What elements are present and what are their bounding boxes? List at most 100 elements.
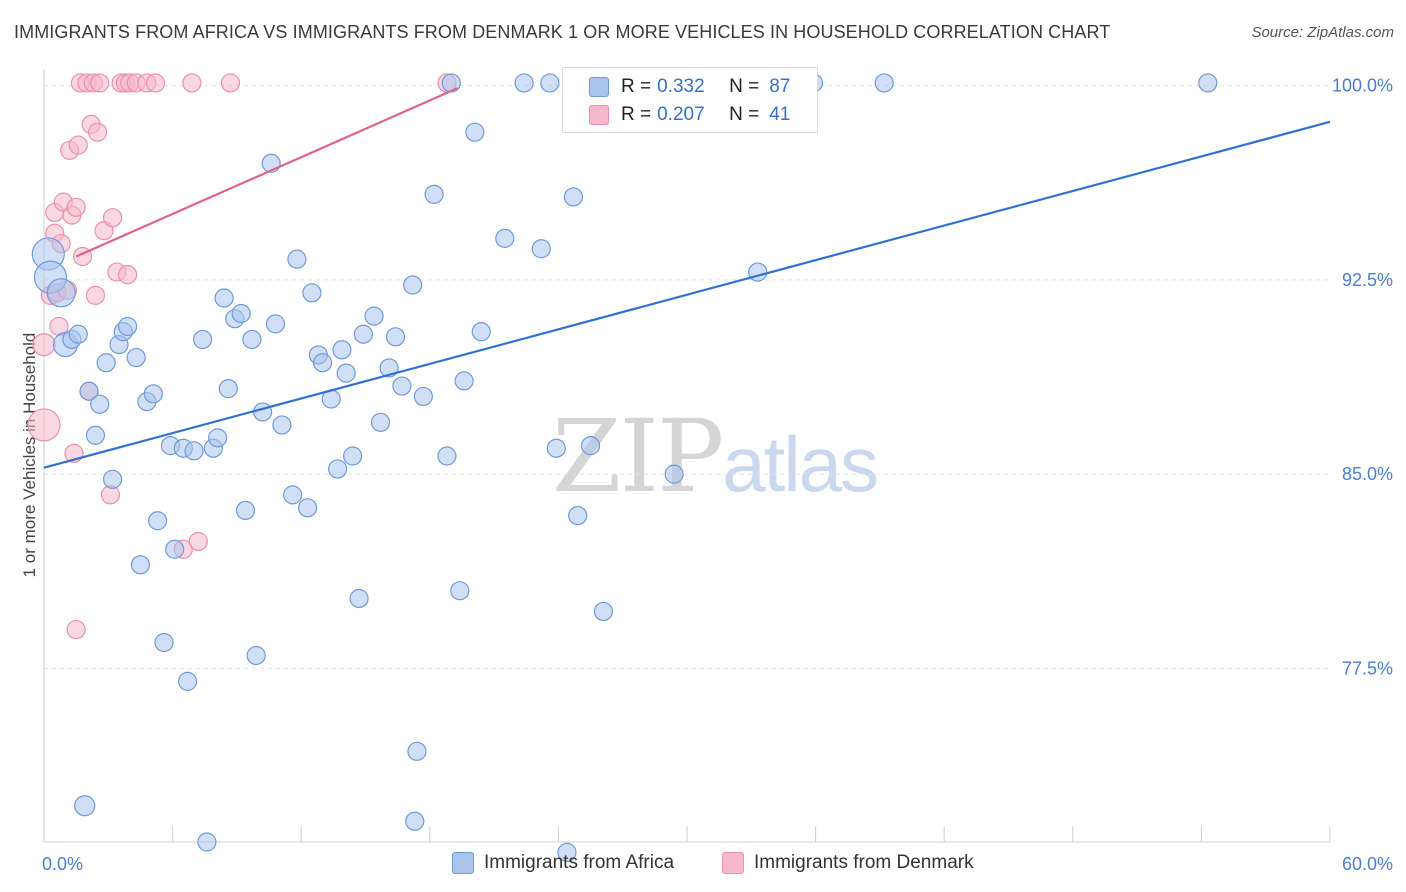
africa-point <box>68 324 88 344</box>
watermark: ZIPatlas <box>552 398 879 515</box>
denmark-point <box>145 73 166 93</box>
africa-point <box>130 555 151 575</box>
y-tick-label: 100.0% <box>1332 76 1393 96</box>
chart-title: IMMIGRANTS FROM AFRICA VS IMMIGRANTS FRO… <box>14 22 1111 42</box>
legend-row-denmark: R = 0.207 N = 41 <box>563 100 790 130</box>
tick-labels: 77.5% 85.0% 92.5% 100.0% 0.0% 60.0% <box>42 76 1393 874</box>
denmark-point <box>85 285 106 305</box>
denmark-point <box>117 265 138 285</box>
africa-point <box>165 539 185 559</box>
y-tick-label: 92.5% <box>1342 270 1393 290</box>
africa-point <box>328 459 348 479</box>
denmark-point <box>66 197 86 217</box>
africa-point <box>193 329 213 350</box>
africa-point <box>563 187 584 207</box>
denmark-point <box>87 122 108 142</box>
y-tick-label: 77.5% <box>1342 658 1393 678</box>
legend-r-value-denmark: 0.207 <box>657 104 705 125</box>
watermark-zip: ZIP <box>552 398 724 515</box>
africa-point <box>85 425 106 445</box>
africa-point <box>178 671 198 691</box>
axes <box>43 70 1331 843</box>
africa-point <box>403 275 423 295</box>
africa-point <box>580 436 601 456</box>
africa-point <box>568 505 588 526</box>
africa-point <box>343 446 363 466</box>
africa-point <box>874 73 894 93</box>
africa-point <box>74 795 96 817</box>
denmark-point <box>68 135 88 155</box>
africa-point <box>272 415 292 435</box>
africa-point <box>208 428 228 448</box>
trend-lines <box>43 87 1331 469</box>
africa-point <box>379 358 399 378</box>
africa-point <box>79 381 99 401</box>
africa-point <box>302 283 322 303</box>
africa-point <box>126 347 146 368</box>
africa-point <box>332 340 352 360</box>
legend-swatch-denmark <box>589 105 609 125</box>
denmark-points <box>27 73 457 640</box>
africa-point <box>265 314 286 334</box>
legend-n-value-denmark: 41 <box>769 104 791 125</box>
africa-point <box>46 278 76 308</box>
legend-r-value-africa: 0.332 <box>657 76 705 97</box>
denmark-point <box>182 73 202 93</box>
legend-item-africa[interactable]: Immigrants from Africa <box>452 852 674 874</box>
africa-point <box>1198 73 1218 93</box>
africa-point <box>370 412 391 432</box>
africa-point <box>557 842 577 862</box>
africa-point <box>392 376 412 396</box>
africa-point <box>514 73 534 93</box>
africa-point <box>313 353 333 373</box>
africa-point <box>90 394 110 414</box>
denmark-trend-line <box>75 87 459 258</box>
x-tick-label: 0.0% <box>42 854 83 874</box>
legend-r-label: R = <box>621 104 652 125</box>
legend-label-denmark: Immigrants from Denmark <box>754 852 974 873</box>
denmark-point <box>32 333 56 357</box>
africa-point <box>540 73 560 93</box>
legend-item-denmark[interactable]: Immigrants from Denmark <box>722 852 974 874</box>
legend-label-africa: Immigrants from Africa <box>484 852 675 873</box>
africa-point <box>242 329 262 350</box>
correlation-legend: R = 0.332 N = 87 R = 0.207 N = 41 <box>562 67 818 133</box>
africa-point <box>407 741 427 761</box>
legend-swatch-denmark <box>722 852 744 874</box>
denmark-point <box>220 73 241 93</box>
denmark-point <box>188 531 208 552</box>
africa-point <box>96 353 116 373</box>
africa-point <box>495 228 515 248</box>
legend-row-africa: R = 0.332 N = 87 <box>563 72 790 102</box>
africa-point <box>454 371 474 391</box>
africa-point <box>231 303 251 324</box>
africa-point <box>465 122 485 142</box>
africa-point <box>218 379 238 399</box>
africa-points <box>31 73 1218 862</box>
legend-swatch-africa <box>589 77 609 97</box>
africa-point <box>235 500 256 521</box>
denmark-point <box>66 619 86 640</box>
africa-point <box>197 832 217 852</box>
africa-point <box>664 464 684 484</box>
africa-point <box>531 239 551 259</box>
africa-point <box>364 306 384 326</box>
africa-point <box>424 184 444 204</box>
africa-point <box>450 581 470 601</box>
africa-point <box>405 811 425 831</box>
legend-n-label: N = <box>729 104 760 125</box>
africa-point <box>546 438 566 458</box>
africa-point <box>143 384 163 404</box>
africa-point <box>253 402 273 422</box>
africa-point <box>349 588 369 609</box>
africa-point <box>385 327 406 347</box>
africa-point <box>298 498 318 518</box>
africa-point <box>147 511 168 531</box>
watermark-atlas: atlas <box>722 420 879 508</box>
africa-point <box>287 249 307 269</box>
africa-point <box>353 324 373 344</box>
x-tick-label: 60.0% <box>1342 854 1393 874</box>
denmark-point <box>102 208 123 228</box>
africa-point <box>413 386 433 407</box>
